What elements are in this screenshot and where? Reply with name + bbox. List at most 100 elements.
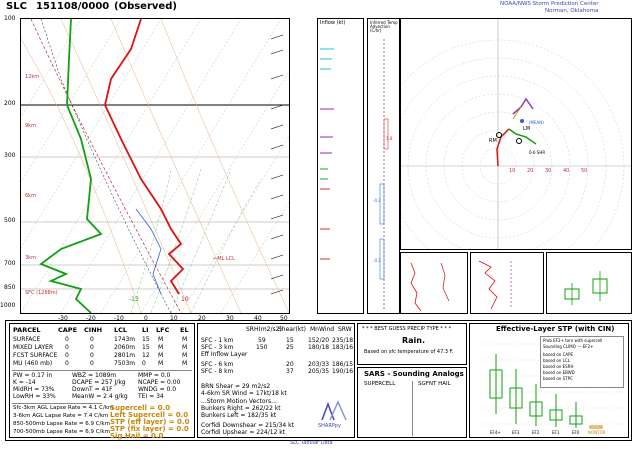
kin-row-3km-mnwind: 180/18	[308, 344, 330, 351]
hodo-label-lm: LM	[523, 126, 531, 132]
kin-row-8km-name: SFC - 8 km	[201, 368, 234, 375]
temp-tick-30: 30	[226, 315, 234, 322]
storm-slinky-panel[interactable]	[546, 252, 632, 314]
precip-type-title: * * * BEST GUESS PRECIP TYPE * * *	[362, 326, 452, 332]
pressure-tick-1000: 1000	[0, 302, 16, 309]
kin-corfidi-down: Corfidi Downshear = 215/34 kt	[201, 422, 294, 429]
parcel-row-mu-cinh: 0	[90, 360, 94, 367]
parcel-row-fcst-cape: 0	[65, 352, 69, 359]
parcel-header-cape: CAPE	[58, 326, 78, 334]
parcel-row-sfc-name: SURFACE	[13, 336, 41, 343]
parcel-header-lcl: LCL	[114, 326, 128, 334]
kin-bunkers-right: Bunkers Right = 262/22 kt	[201, 405, 281, 412]
temp-tick-10: 10	[170, 315, 178, 322]
pressure-tick-200: 200	[4, 100, 16, 107]
pressure-tick-500: 500	[4, 217, 16, 224]
lapse-36: 3-6km AGL Lapse Rate = 7.4 C/km	[13, 413, 109, 419]
parcel-row-ml-li: 15	[142, 344, 150, 351]
credit-line-2: Norman, Oklahoma	[545, 8, 599, 14]
kin-row-8km-srw: 190/16	[332, 368, 354, 375]
parcel-row-fcst-cinh: 0	[90, 352, 94, 359]
parcel-row-ml-name: MIXED LAYER	[13, 344, 54, 351]
parcel-row-mu-li: 0	[142, 360, 146, 367]
sfc-height-label: SFC (1288m)	[25, 290, 58, 296]
hodograph-panel[interactable]: 10 20 30 40 50 RM LM 0-6 SHR (MEAN)	[400, 18, 632, 250]
temp-advection-title: Inferred Temp Advection (C/hr)	[370, 20, 398, 33]
hodo-ring-10: 10	[509, 168, 516, 174]
kin-row-1km-shear: 15	[286, 337, 294, 344]
parcel-row-ml-el: M	[182, 344, 188, 351]
parcel-row-sfc-cape: 0	[65, 336, 69, 343]
parcel-header-li: LI	[142, 326, 149, 334]
sars-panel[interactable]: SARS - Sounding Analogs SUPERCELL SGFNT …	[357, 367, 467, 438]
stp-x-ef2: EF2	[532, 430, 540, 435]
lapse-850500: 850-500mb Lapse Rate = 6.9 C/km	[13, 421, 110, 427]
stp-x-nontor: NONTOR	[588, 430, 606, 435]
sounding-time: 151108/0000	[36, 1, 110, 12]
sig-hail-value: Sig Hail = 0.0	[110, 432, 164, 440]
kin-row-6km-srw: 186/15	[332, 361, 354, 368]
index-wndg: WNDG = 0.0	[138, 386, 177, 393]
temp-advection-bars	[379, 39, 389, 309]
precip-type-result: Rain.	[402, 336, 426, 345]
index-k: K = -14	[13, 379, 36, 386]
precip-type-panel[interactable]: * * * BEST GUESS PRECIP TYPE * * * Rain.…	[357, 323, 467, 365]
rh-plot	[478, 260, 512, 310]
height-tick-6km: 6km	[25, 193, 36, 199]
kin-row-eff-name: Eff Inflow Layer	[201, 351, 248, 358]
hodo-ring-50: 50	[581, 168, 588, 174]
parcel-row-mu-name: MU (460 mb)	[13, 360, 53, 367]
precip-type-detail: Based on sfc temperature of 47.3 F.	[364, 349, 454, 355]
parcel-header-parcel: PARCEL	[13, 326, 41, 334]
supercell-value: Supercell = 0.0	[110, 404, 171, 412]
stp-legend-sub: Sounding CLIMO --- EF2+	[543, 344, 594, 349]
footer-text: SLC Tabular Data	[290, 440, 333, 446]
inflow-title: Inflow (kt)	[320, 20, 346, 26]
temp-advection-panel[interactable]: Inferred Temp Advection (C/hr) 1.8 -0.2 …	[367, 18, 400, 314]
kin-brn-shear: BRN Shear = 29 m2/s2	[201, 383, 271, 390]
skewt-panel[interactable]: SFC (1288m) ←ML LCL 10 -13 12km 9km 6km …	[20, 18, 290, 314]
parcel-header-lfc: LFC	[156, 326, 170, 334]
hodo-label-rm: RM	[489, 138, 497, 144]
parcel-row-sfc-el: M	[182, 336, 188, 343]
theta-e-plot	[410, 262, 450, 312]
kin-row-1km-mnwind: 152/20	[308, 337, 330, 344]
index-wbz: WBZ = 1089m	[72, 372, 117, 379]
sars-divider	[412, 381, 413, 436]
pressure-tick-100: 100	[4, 15, 16, 22]
kin-header-srw: SRW	[338, 326, 352, 333]
kin-corfidi-up: Corfidi Upshear = 224/12 kt	[201, 429, 286, 436]
parcel-table[interactable]: PARCEL CAPE CINH LCL LI LFC EL SURFACE 0…	[9, 323, 195, 440]
height-tick-3km: 3km	[25, 255, 36, 261]
parcel-row-mu-lfc: M	[158, 360, 164, 367]
sars-col-supercell: SUPERCELL	[364, 381, 396, 387]
temp-tick-m30: -30	[58, 315, 68, 322]
lcl-label: ←ML LCL	[213, 256, 235, 262]
left-supercell-value: Left Supercell = 0.0	[110, 411, 189, 419]
parcel-row-mu-cape: 0	[65, 360, 69, 367]
parcel-row-fcst-lfc: M	[158, 352, 164, 359]
parcel-row-sfc-lfc: M	[158, 336, 164, 343]
inflow-panel[interactable]: Inflow (kt)	[317, 18, 364, 314]
sfc-temp-label: 10	[181, 296, 189, 303]
parcel-row-fcst-lcl: 2801m	[114, 352, 136, 359]
pressure-tick-850: 850	[4, 284, 16, 291]
stp-boxplot	[484, 343, 626, 429]
kin-row-6km-mnwind: 203/33	[308, 361, 330, 368]
parcel-row-fcst-li: 12	[142, 352, 150, 359]
temp-tick-50: 50	[280, 315, 288, 322]
parcel-row-sfc-lcl: 1743m	[114, 336, 136, 343]
parcel-row-ml-cinh: 0	[90, 344, 94, 351]
stp-x-ef4: EF4+	[490, 430, 501, 435]
theta-e-panel[interactable]	[400, 252, 468, 314]
kin-row-1km-srw: 235/18	[332, 337, 354, 344]
kinematics-table[interactable]: SRH(m2/s2) Shear(kt) MnWind SRW SFC - 1 …	[197, 323, 355, 438]
pressure-tick-300: 300	[4, 152, 16, 159]
rh-panel[interactable]	[470, 252, 544, 314]
stp-x-ef0: EF0	[572, 430, 580, 435]
stp-fix-value: STP (fix layer) = 0.0	[110, 425, 189, 433]
hodo-label-mean: (MEAN)	[529, 120, 544, 125]
stp-panel[interactable]: Effective-Layer STP (with CIN) Prob EF2+…	[469, 323, 629, 438]
hodo-label-shear: 0-6 SHR	[529, 150, 546, 155]
skewt-plot	[21, 19, 289, 313]
